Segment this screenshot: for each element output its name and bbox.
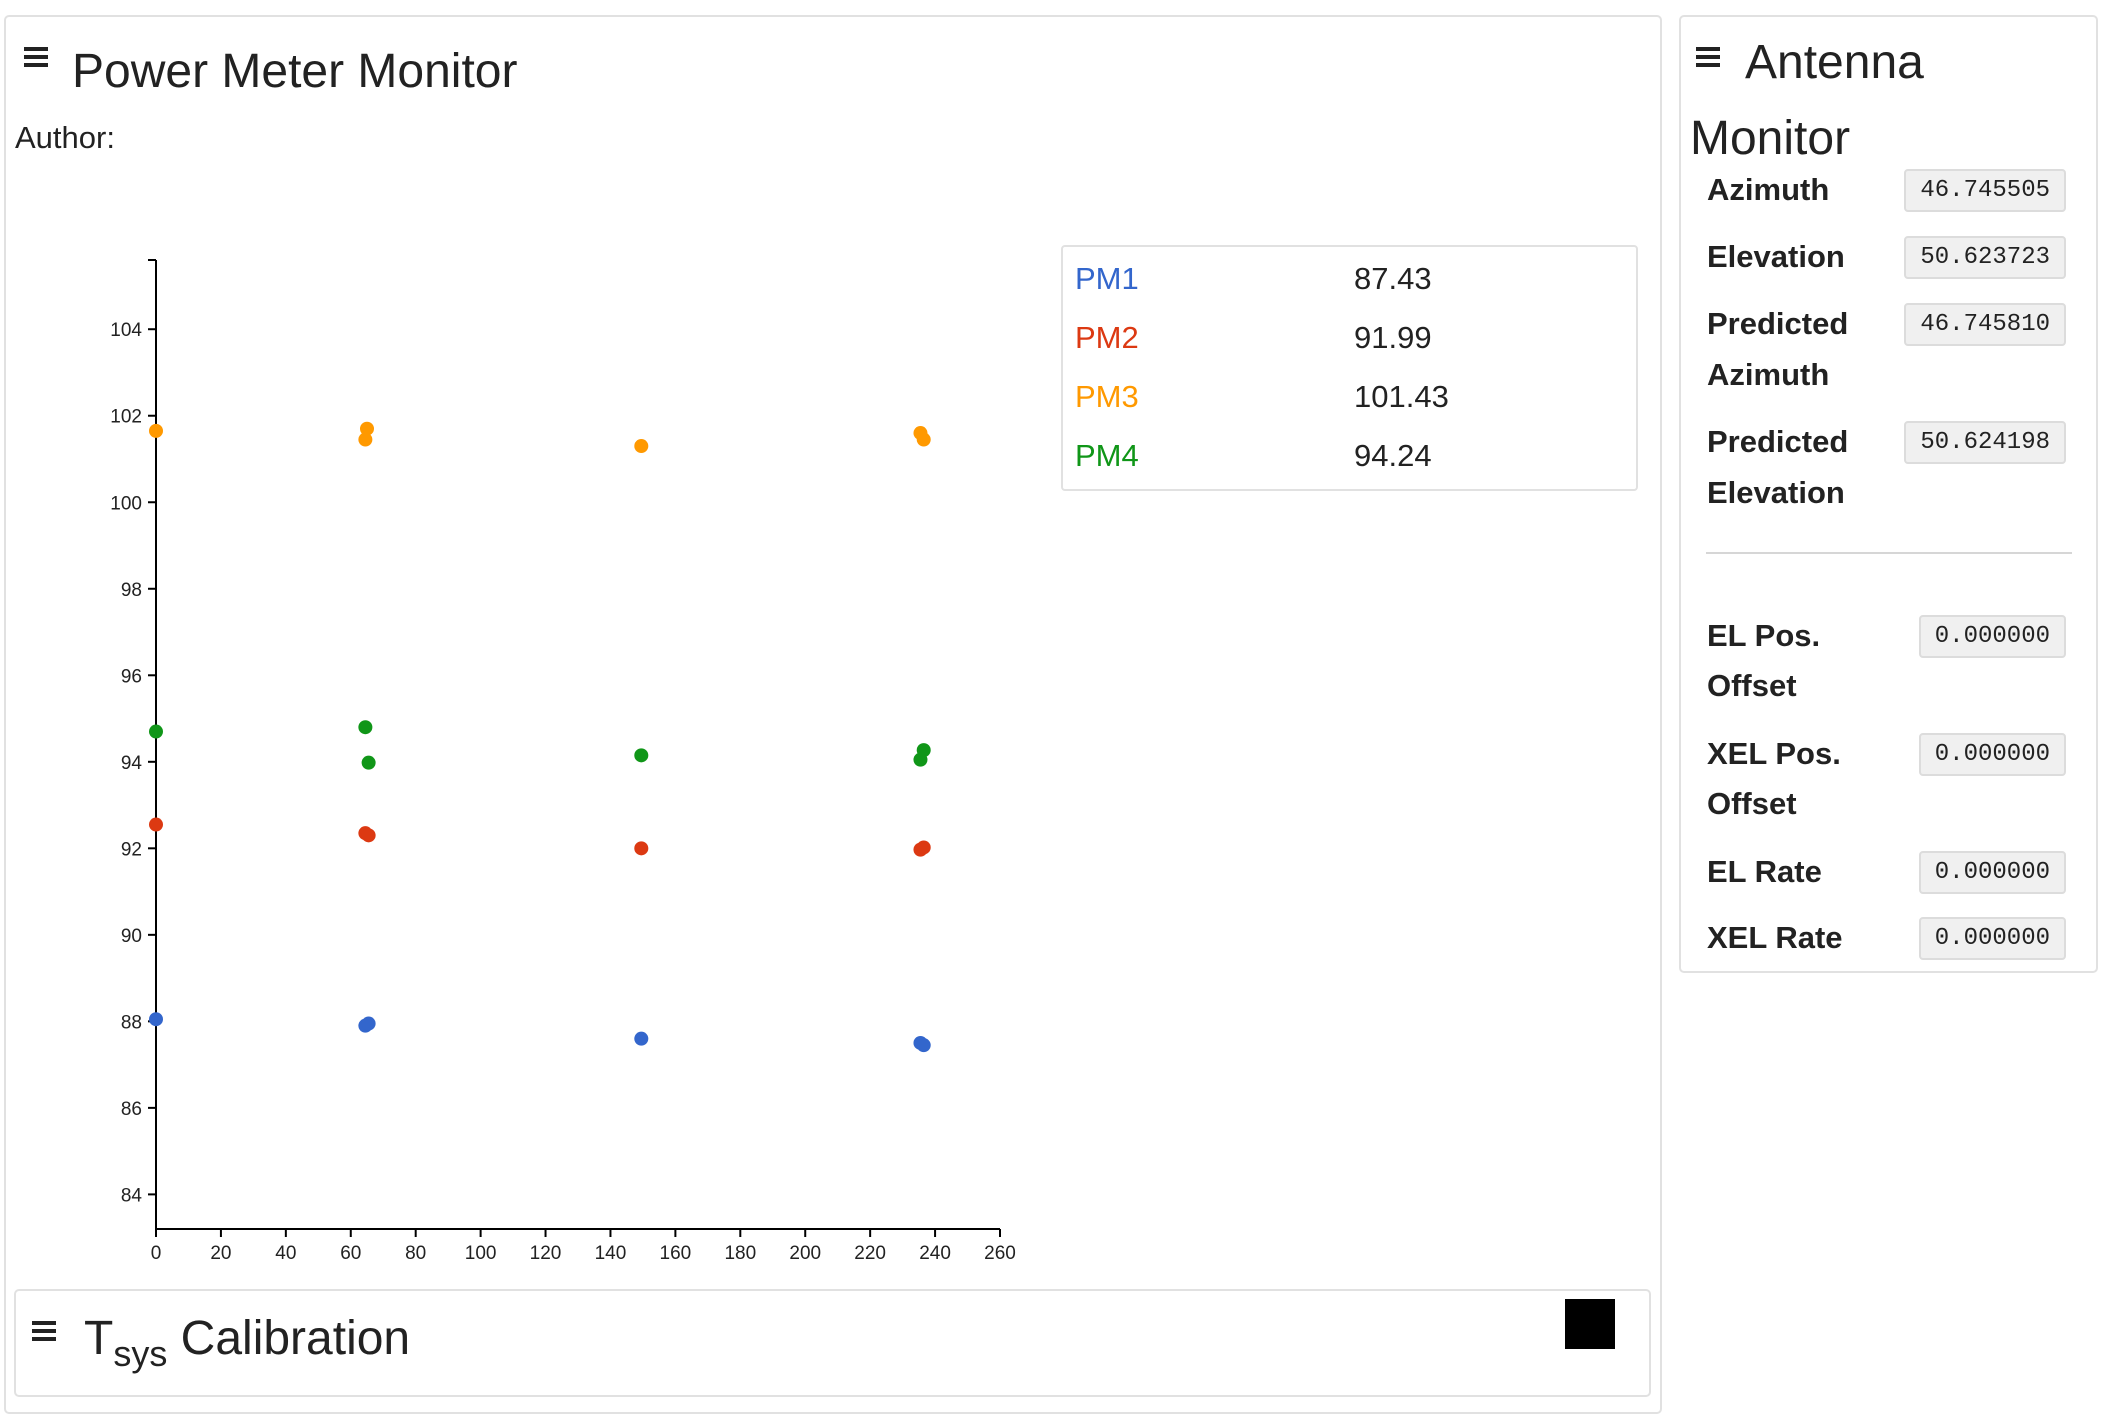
divider: [1706, 552, 2072, 554]
y-tick-label: 84: [121, 1185, 143, 1206]
data-point-pm1: [361, 1016, 376, 1031]
data-point-pm2: [149, 817, 163, 832]
y-tick-label: 90: [121, 926, 142, 947]
x-tick-label: 240: [919, 1243, 951, 1264]
predicted-elevation-label-line2: Elevation: [1707, 475, 1845, 510]
x-tick-label: 80: [405, 1243, 426, 1264]
azimuth-label: Azimuth: [1707, 172, 1830, 207]
data-point-pm4: [916, 743, 931, 758]
data-point-pm2: [361, 828, 376, 843]
legend-value: 101.43: [1354, 379, 1449, 414]
el-pos-offset-value: 0.000000: [1918, 615, 2066, 658]
el-rate-value: 0.000000: [1918, 851, 2066, 894]
el-pos-offset-label-line2: Offset: [1707, 668, 1797, 703]
data-point-pm1: [149, 1012, 163, 1027]
legend-value: 94.24: [1354, 438, 1432, 473]
tsys-calibration-panel: Tsys Calibration: [14, 1289, 1651, 1397]
data-point-pm1: [634, 1031, 649, 1046]
panel-title-line1: Antenna: [1745, 36, 1924, 89]
predicted-azimuth-label-line2: Azimuth: [1707, 357, 1830, 392]
legend-name: PM3: [1075, 379, 1139, 414]
predicted-elevation-label-line1: Predicted: [1707, 424, 1849, 459]
legend-name: PM2: [1075, 320, 1139, 355]
xel-rate-label: XEL Rate: [1707, 920, 1843, 955]
x-tick-label: 40: [275, 1243, 296, 1264]
menu-icon[interactable]: [24, 47, 48, 71]
y-tick-label: 94: [121, 753, 143, 774]
data-point-pm4: [358, 720, 373, 735]
y-tick-label: 98: [121, 580, 142, 601]
x-tick-label: 100: [465, 1243, 497, 1264]
data-point-pm3: [358, 432, 373, 447]
power-meter-legend: PM1 87.43 PM2 91.99 PM3 101.43 PM4 94.24: [1061, 245, 1638, 491]
tsys-toggle-button[interactable]: [1565, 1299, 1615, 1349]
power-meter-scatter-chart: 84 86 88 90 92 94 96 98 100 102 104 0 20 40 60 80 100 120…: [110, 259, 1016, 1264]
menu-icon[interactable]: [1696, 47, 1720, 71]
legend-name: PM4: [1075, 438, 1139, 473]
x-tick-label: 120: [530, 1243, 562, 1264]
data-point-pm4: [634, 748, 649, 763]
y-tick-label: 102: [110, 407, 142, 428]
x-tick-label: 160: [660, 1243, 692, 1264]
author-label: Author:: [15, 120, 115, 155]
power-meter-panel: Power Meter Monitor Author: 84 86 88 90 92 94…: [4, 15, 1662, 1414]
azimuth-value: 46.745505: [1904, 169, 2066, 212]
data-point-pm1: [916, 1038, 931, 1053]
panel-title-line2: Monitor: [1690, 112, 1851, 165]
el-rate-label: EL Rate: [1707, 854, 1822, 889]
panel-title: Power Meter Monitor: [72, 45, 518, 98]
x-tick-label: 220: [854, 1243, 886, 1264]
predicted-azimuth-value: 46.745810: [1904, 303, 2066, 346]
antenna-monitor-panel: Antenna Monitor Azimuth 46.745505 Elevat…: [1679, 15, 2098, 973]
y-tick-label: 88: [121, 1012, 142, 1033]
panel-title: Tsys Calibration: [84, 1302, 410, 1391]
elevation-label: Elevation: [1707, 239, 1845, 274]
data-point-pm3: [360, 421, 374, 436]
tsys-title-sub: sys: [113, 1333, 168, 1374]
legend-value: 91.99: [1354, 320, 1432, 355]
y-tick-label: 92: [121, 839, 142, 860]
x-tick-label: 20: [210, 1243, 231, 1264]
x-tick-label: 200: [789, 1243, 821, 1264]
elevation-value: 50.623723: [1904, 236, 2066, 279]
data-point-pm2: [634, 841, 649, 856]
data-point-pm4: [149, 724, 163, 739]
legend-name: PM1: [1075, 261, 1139, 296]
x-tick-label: 60: [340, 1243, 361, 1264]
tsys-title-main: T: [84, 1312, 114, 1365]
data-point-pm3: [916, 432, 931, 447]
tsys-title-rest: Calibration: [167, 1312, 411, 1365]
y-tick-label: 96: [121, 666, 142, 687]
y-tick-label: 86: [121, 1099, 142, 1120]
data-point-pm3: [634, 439, 649, 454]
x-tick-label: 0: [151, 1243, 162, 1264]
x-tick-label: 260: [984, 1243, 1016, 1264]
predicted-elevation-value: 50.624198: [1904, 421, 2066, 464]
legend-value: 87.43: [1354, 261, 1432, 296]
el-pos-offset-label-line1: EL Pos.: [1707, 618, 1821, 653]
xel-pos-offset-value: 0.000000: [1918, 733, 2066, 776]
predicted-azimuth-label-line1: Predicted: [1707, 306, 1849, 341]
data-point-pm4: [361, 755, 376, 770]
x-tick-label: 180: [724, 1243, 756, 1264]
y-tick-label: 104: [110, 320, 142, 341]
data-point-pm2: [916, 840, 931, 855]
y-tick-label: 100: [110, 493, 142, 514]
xel-pos-offset-label-line1: XEL Pos.: [1707, 736, 1841, 771]
x-tick-label: 140: [595, 1243, 627, 1264]
data-point-pm3: [149, 423, 163, 438]
menu-icon[interactable]: [32, 1321, 56, 1345]
xel-rate-value: 0.000000: [1918, 917, 2066, 960]
xel-pos-offset-label-line2: Offset: [1707, 786, 1797, 821]
